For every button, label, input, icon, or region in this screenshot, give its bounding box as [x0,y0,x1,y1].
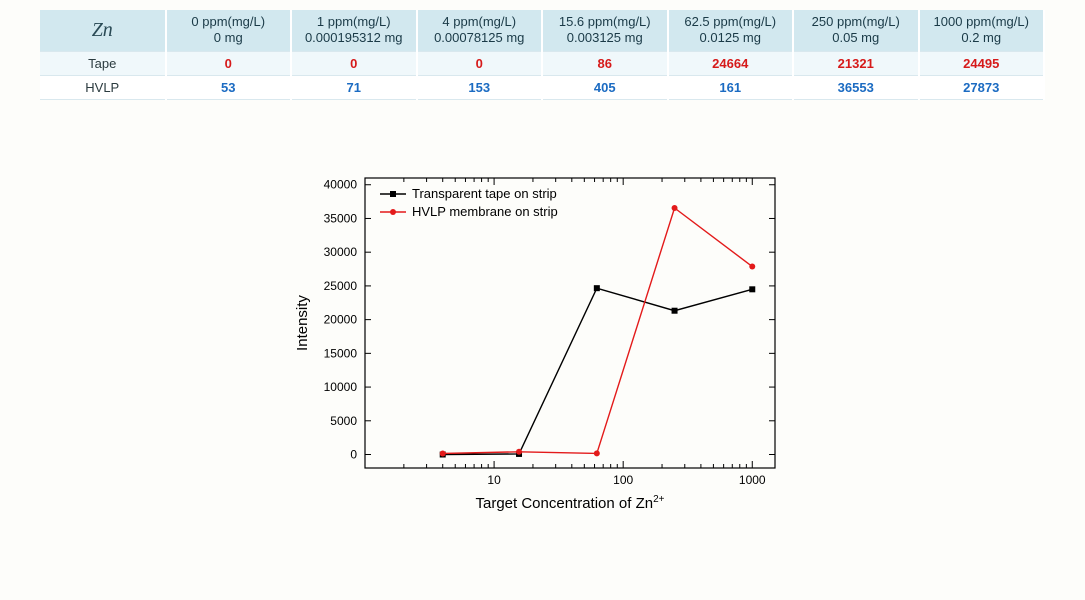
header-top: 1000 ppm(mg/L) [922,14,1042,30]
header-bottom: 0.003125 mg [545,30,665,46]
series-line [443,207,753,452]
table-cell: 0 [166,51,292,75]
header-bottom: 0 mg [169,30,289,46]
x-axis-label: Target Concentration of Zn2+ [475,494,664,512]
table-cell: 21321 [793,51,919,75]
row-label: Tape [40,51,166,75]
marker-circle [594,450,600,456]
table-cell: 0 [417,51,543,75]
header-top: 62.5 ppm(mg/L) [671,14,791,30]
table-cell: 86 [542,51,668,75]
table-cell: 161 [668,75,794,99]
ytick-label: 5000 [330,413,357,427]
header-bottom: 0.000195312 mg [294,30,414,46]
marker-circle [749,263,755,269]
table-header-row: Zn 0 ppm(mg/L)0 mg1 ppm(mg/L)0.000195312… [40,10,1044,51]
header-top: 4 ppm(mg/L) [420,14,540,30]
table-corner: Zn [40,10,166,51]
marker-circle [440,450,446,456]
header-bottom: 0.0125 mg [671,30,791,46]
header-bottom: 0.2 mg [922,30,1042,46]
marker-circle [672,204,678,210]
table-cell: 405 [542,75,668,99]
table-cell: 36553 [793,75,919,99]
table-header-col: 62.5 ppm(mg/L)0.0125 mg [668,10,794,51]
table-header-col: 4 ppm(mg/L)0.00078125 mg [417,10,543,51]
header-bottom: 0.00078125 mg [420,30,540,46]
marker-square [672,307,678,313]
table-row: Tape00086246642132124495 [40,51,1044,75]
xtick-label: 100 [613,473,633,487]
xtick-label: 10 [487,473,501,487]
xtick-label: 1000 [739,473,766,487]
table-header-col: 15.6 ppm(mg/L)0.003125 mg [542,10,668,51]
ytick-label: 10000 [324,380,358,394]
header-bottom: 0.05 mg [796,30,916,46]
table-cell: 153 [417,75,543,99]
ytick-label: 35000 [324,211,358,225]
table-header-col: 1000 ppm(mg/L)0.2 mg [919,10,1045,51]
zn-table: Zn 0 ppm(mg/L)0 mg1 ppm(mg/L)0.000195312… [40,10,1045,100]
table-header-col: 0 ppm(mg/L)0 mg [166,10,292,51]
y-axis-label: Intensity [294,294,311,350]
legend-label: HVLP membrane on strip [412,204,558,219]
ytick-label: 15000 [324,346,358,360]
table-header-col: 1 ppm(mg/L)0.000195312 mg [291,10,417,51]
series-line [443,288,753,454]
table-header-col: 250 ppm(mg/L)0.05 mg [793,10,919,51]
ytick-label: 25000 [324,278,358,292]
legend-marker [390,209,396,215]
chart-container: 0 5000 10000 15000 20000 25000 30000 35000 40000… [40,160,1045,530]
table-cell: 53 [166,75,292,99]
marker-square [594,285,600,291]
ytick-label: 0 [350,447,357,461]
marker-square [749,286,755,292]
table-cell: 0 [291,51,417,75]
header-top: 0 ppm(mg/L) [169,14,289,30]
ytick-label: 20000 [324,312,358,326]
header-top: 250 ppm(mg/L) [796,14,916,30]
table-row: HVLP53711534051613655327873 [40,75,1044,99]
plot-frame [365,178,775,468]
table-cell: 27873 [919,75,1045,99]
header-top: 15.6 ppm(mg/L) [545,14,665,30]
table-cell: 71 [291,75,417,99]
legend-label: Transparent tape on strip [412,186,557,201]
ytick-label: 30000 [324,245,358,259]
marker-circle [516,448,522,454]
ytick-label: 40000 [324,177,358,191]
legend-marker [390,191,396,197]
row-label: HVLP [40,75,166,99]
intensity-chart: 0 5000 10000 15000 20000 25000 30000 35000 40000… [285,160,800,530]
header-top: 1 ppm(mg/L) [294,14,414,30]
table-cell: 24495 [919,51,1045,75]
table-cell: 24664 [668,51,794,75]
